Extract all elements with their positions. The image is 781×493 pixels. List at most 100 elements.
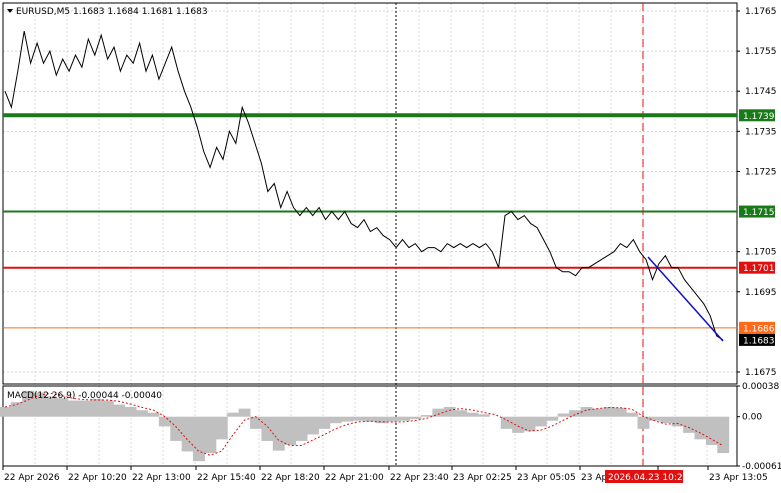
macd-bar — [124, 407, 137, 417]
macd-bar — [158, 416, 171, 427]
macd-bar — [238, 408, 251, 417]
macd-bar — [250, 416, 262, 429]
time-tick-label: 22 Apr 10:20 — [68, 473, 127, 483]
macd-bar — [352, 416, 365, 421]
macd-bar — [79, 400, 91, 417]
macd-bar — [580, 407, 593, 417]
dropdown-triangle-icon[interactable] — [7, 9, 13, 13]
macd-bar — [477, 414, 490, 417]
macd-bar — [0, 407, 12, 417]
macd-bar — [113, 404, 126, 417]
macd-signal-line — [4, 392, 724, 456]
macd-bar — [318, 416, 331, 429]
macd-bar — [261, 416, 274, 441]
macd-bar — [10, 402, 23, 417]
macd-axis: 0.00038 0.00 -0.00061 — [737, 382, 781, 472]
macd-bar — [603, 407, 616, 417]
macd-bar — [284, 416, 297, 445]
current-price-tag: 1.1683 — [739, 333, 775, 346]
time-tick-label: 22 Apr 21:00 — [325, 473, 384, 483]
macd-histogram — [0, 390, 730, 462]
macd-bar — [455, 410, 468, 417]
macd-bar — [136, 410, 148, 417]
price-tick-label: 1.1735 — [745, 127, 777, 137]
macd-bar — [660, 416, 673, 424]
macd-bar — [329, 416, 342, 424]
macd-tick-label: 0.00038 — [742, 382, 779, 392]
macd-bar — [694, 416, 707, 440]
macd-bar — [341, 416, 354, 422]
svg-text:1.1715: 1.1715 — [743, 208, 775, 218]
macd-bar — [500, 416, 513, 429]
svg-text:1.1701: 1.1701 — [743, 264, 775, 274]
levels-group — [3, 113, 737, 329]
macd-bar — [705, 416, 718, 445]
macd-bar — [432, 408, 445, 417]
symbol-label: EURUSD,M5 — [16, 7, 70, 17]
time-tick-label: 22 Apr 18:20 — [261, 473, 320, 483]
macd-bar — [90, 398, 103, 417]
macd-bar — [386, 416, 399, 422]
time-tick-label: 23 Ap — [581, 473, 607, 483]
entry-level-tag: 1.1701 — [739, 261, 775, 274]
macd-bar — [56, 398, 69, 417]
time-tick-label: 22 Apr 2026 — [4, 473, 60, 483]
time-tick-label: 22 Apr 13:00 — [132, 473, 191, 483]
time-tick-label: 22 Apr 15:40 — [197, 473, 256, 483]
time-tick-label: 23 Apr 05:05 — [517, 473, 576, 483]
macd-bar — [512, 416, 525, 433]
macd-bar — [648, 416, 661, 421]
macd-bar — [295, 416, 308, 441]
macd-bar — [443, 407, 456, 417]
macd-bar — [557, 413, 570, 417]
macd-bar — [466, 412, 479, 417]
price-tick-label: 1.1705 — [745, 248, 777, 258]
macd-bar — [193, 416, 205, 462]
macd-bar — [67, 400, 80, 417]
time-tick-label: 23 Apr 02:25 — [453, 473, 512, 483]
macd-bar — [523, 416, 536, 432]
macd-bar — [272, 416, 285, 451]
macd-bar — [398, 416, 411, 421]
macd-bar — [44, 396, 57, 417]
price-tick-label: 1.1745 — [745, 87, 777, 97]
price-tick-label: 1.1765 — [745, 7, 777, 17]
target-level-tag: 1.1686 — [739, 321, 775, 334]
macd-bar — [614, 407, 627, 417]
time-tick-label: 23 Apr 13:05 — [709, 473, 768, 483]
macd-bar — [534, 416, 547, 427]
macd-bar — [181, 416, 194, 452]
macd-tick-label: 0.00 — [742, 413, 762, 423]
highlight-time-tag: 2026.04.23 10:25 — [605, 470, 688, 483]
macd-bar — [33, 392, 46, 417]
trend-line[interactable] — [647, 256, 724, 342]
macd-label: MACD(12,26,9) -0.00044 -0.00040 — [7, 391, 162, 401]
macd-tick-label: -0.00061 — [742, 462, 781, 472]
macd-bar — [420, 415, 433, 417]
price-tick-label: 1.1755 — [745, 47, 777, 57]
macd-bar — [671, 416, 684, 427]
svg-text:1.1686: 1.1686 — [743, 324, 775, 334]
macd-bar — [375, 416, 388, 424]
svg-text:EURUSD,M5 1.1683 1.1684 1.1681: EURUSD,M5 1.1683 1.1684 1.1681 1.1683 — [16, 7, 208, 17]
price-series-line — [4, 31, 724, 341]
macd-bar — [683, 416, 696, 433]
macd-bar — [546, 416, 559, 421]
main-grid — [2, 3, 737, 384]
macd-bar — [147, 412, 160, 417]
time-axis: 22 Apr 2026 22 Apr 10:20 22 Apr 13:00 22 Ap… — [2, 466, 768, 483]
ohlc-values: 1.1683 1.1684 1.1681 1.1683 — [73, 7, 208, 17]
macd-bar — [227, 412, 240, 417]
time-tick-label: 22 Apr 23:40 — [390, 473, 449, 483]
level-tags: 1.1739 1.1715 1.1701 1.1686 1.1683 — [739, 109, 775, 346]
support-resistance-1-tag: 1.1739 — [739, 109, 775, 122]
macd-pane-frame — [2, 385, 738, 467]
chart-header: EURUSD,M5 1.1683 1.1684 1.1681 1.1683 — [7, 7, 208, 17]
svg-text:2026.04.23 10:25: 2026.04.23 10:25 — [608, 473, 688, 483]
macd-bar — [637, 416, 650, 429]
macd-bar — [717, 416, 730, 454]
macd-bar — [626, 412, 639, 417]
macd-bar — [215, 416, 228, 440]
main-pane-frame — [2, 2, 738, 385]
